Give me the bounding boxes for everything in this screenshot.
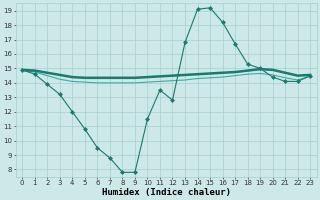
X-axis label: Humidex (Indice chaleur): Humidex (Indice chaleur) xyxy=(102,188,231,197)
